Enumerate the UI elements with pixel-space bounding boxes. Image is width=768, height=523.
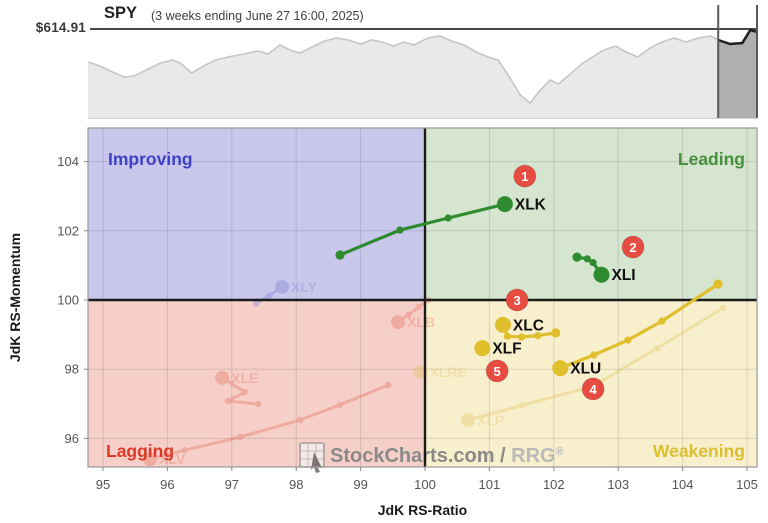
xlk-trail-dot (335, 250, 345, 260)
quadrant-label-leading: Leading (678, 149, 745, 169)
xlk-trail-dot (396, 226, 404, 234)
x-tick-label: 103 (607, 477, 629, 492)
svg-text:5: 5 (494, 364, 501, 379)
quadrant-lagging (88, 299, 426, 467)
ghost-trail-xlv: XLV (143, 381, 392, 467)
xlf-label: XLF (492, 341, 521, 358)
xli-head-dot[interactable] (593, 266, 610, 283)
xlk-trail-dot (444, 214, 452, 222)
xlu-trail-dot (713, 279, 723, 289)
xlu-head-dot[interactable] (552, 360, 569, 377)
quadrant-label-lagging: Lagging (106, 441, 174, 461)
ghost-trail-xlre: XLRE (413, 364, 467, 380)
stockcharts-watermark: StockCharts.com / RRG® (299, 442, 564, 473)
window-price-line (717, 28, 758, 46)
xlu-trail-dot (658, 317, 666, 325)
rank-badge-5: 5 (485, 359, 509, 383)
xlk-head-dot[interactable] (496, 196, 513, 213)
xlu-trail-dot (590, 351, 598, 359)
xli-label: XLI (611, 267, 635, 284)
xlv-ghost-label: XLV (159, 451, 186, 467)
xli-trail-dot (572, 252, 582, 262)
chart-grid-cursor-icon (299, 442, 325, 473)
x-tick-label: 101 (479, 477, 501, 492)
xly-ghost-label: XLY (291, 279, 318, 295)
xlc-head-dot[interactable] (494, 316, 511, 333)
xlb-ghost-label: XLB (407, 314, 435, 330)
rank-badge-4: 4 (581, 377, 605, 401)
xlv-ghost-dot (143, 452, 158, 467)
spy-price-line (87, 35, 719, 105)
window-highlight-fill (718, 30, 757, 118)
ghost-trail-xle: XLE (215, 370, 262, 408)
rank-badge-3: 3 (505, 288, 529, 312)
x-tick-label: 105 (736, 477, 758, 492)
svg-text:2: 2 (629, 240, 636, 255)
quadrant-label-improving: Improving (108, 149, 193, 169)
rank-badge-1: 1 (513, 164, 537, 188)
xlc-trail[interactable]: XLC (494, 316, 561, 341)
svg-text:4: 4 (589, 382, 597, 397)
xlre-ghost-label: XLRE (430, 364, 467, 380)
y-tick-label: 98 (65, 362, 79, 377)
xlu-trail[interactable]: XLU (552, 279, 723, 378)
spy-area-fill (88, 36, 719, 118)
ghost-trail-xlb: XLB (390, 296, 435, 330)
chart-period-subtitle: (3 weeks ending June 27 16:00, 2025) (151, 9, 364, 23)
xlp-ghost-dot (461, 413, 476, 428)
xle-ghost-dot (215, 370, 230, 385)
xlu-trail-dot (624, 336, 632, 344)
xlc-trail-dot (551, 328, 561, 338)
xlp-ghost-label: XLP (477, 412, 504, 428)
y-tick-label: 104 (57, 154, 79, 169)
xlu-label: XLU (570, 361, 601, 378)
xlc-trail-dot (534, 332, 542, 340)
svg-text:3: 3 (513, 293, 520, 308)
spy-price-label: $614.91 (35, 20, 86, 35)
x-tick-label: 102 (543, 477, 565, 492)
x-tick-label: 104 (672, 477, 694, 492)
plot-border (87, 127, 758, 468)
xlf-head-dot[interactable] (474, 340, 491, 357)
quadrant-improving (88, 128, 426, 300)
quadrant-leading (425, 128, 757, 300)
x-axis-title: JdK RS-Ratio (378, 502, 467, 518)
y-tick-label: 102 (57, 223, 79, 238)
xly-ghost-dot (275, 279, 290, 294)
xlc-label: XLC (513, 317, 544, 334)
x-tick-label: 98 (289, 477, 303, 492)
xlb-ghost-dot (390, 315, 405, 330)
xli-trail-dot (589, 259, 597, 267)
quadrant-label-weakening: Weakening (653, 441, 745, 461)
y-tick-label: 96 (65, 431, 79, 446)
spy-symbol-title: SPY (104, 4, 138, 22)
x-tick-label: 96 (160, 477, 174, 492)
rank-badge-2: 2 (621, 235, 645, 259)
xlf-trail[interactable]: XLF (474, 340, 522, 358)
x-tick-label: 99 (353, 477, 367, 492)
xlk-trail[interactable]: XLK (335, 196, 547, 260)
y-axis-title: JdK RS-Momentum (7, 233, 23, 362)
x-tick-label: 97 (225, 477, 239, 492)
y-tick-label: 100 (57, 292, 79, 307)
xlc-trail-dot (503, 332, 512, 340)
spy-price-overview-chart[interactable] (0, 0, 768, 125)
svg-text:1: 1 (521, 169, 528, 184)
xlc-trail-dot (518, 333, 526, 341)
watermark-text: StockCharts.com / RRG® (330, 445, 564, 467)
xli-trail[interactable]: XLI (572, 252, 636, 284)
xle-ghost-label: XLE (231, 370, 258, 386)
x-tick-label: 100 (414, 477, 436, 492)
x-tick-label: 95 (96, 477, 110, 492)
xlk-label: XLK (515, 197, 547, 214)
xli-trail-dot (583, 255, 591, 263)
